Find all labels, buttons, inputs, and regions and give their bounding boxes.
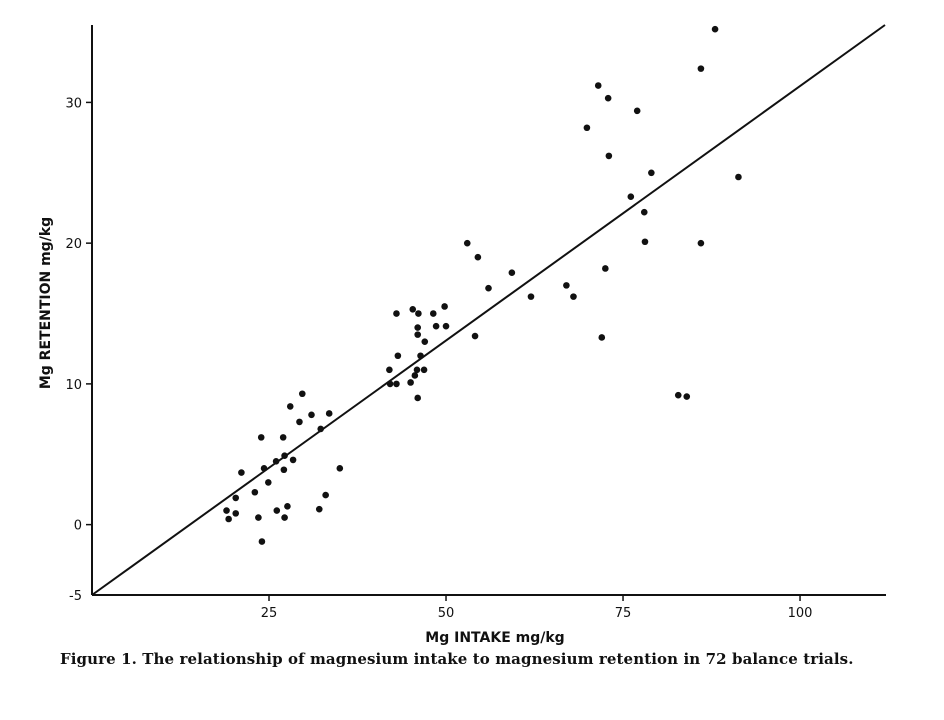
- data-point: [223, 507, 230, 514]
- y-tick-label: 20: [65, 237, 82, 252]
- data-point: [238, 469, 245, 476]
- y-tick-label: 10: [65, 378, 82, 393]
- data-point: [257, 434, 265, 441]
- data-point: [697, 239, 705, 247]
- y-tick-label: -5: [69, 589, 82, 604]
- data-point: [711, 25, 719, 33]
- data-point: [260, 465, 268, 472]
- data-point: [735, 173, 742, 181]
- data-point: [583, 124, 591, 132]
- data-point: [640, 208, 648, 216]
- data-point: [407, 379, 414, 386]
- data-point: [563, 282, 570, 289]
- data-point: [598, 334, 606, 341]
- data-point: [421, 338, 429, 345]
- axes: [91, 25, 886, 596]
- data-point: [281, 514, 288, 521]
- data-point: [474, 253, 482, 261]
- data-point: [641, 238, 649, 246]
- figure-caption: Figure 1. The relationship of magnesium …: [60, 650, 854, 668]
- data-point: [298, 390, 306, 398]
- data-point: [232, 510, 240, 517]
- data-point: [527, 293, 535, 300]
- data-point: [594, 82, 602, 89]
- data-point: [296, 418, 303, 426]
- data-point: [409, 305, 417, 313]
- data-point: [232, 494, 240, 502]
- data-point: [279, 434, 287, 441]
- data-point: [429, 310, 437, 317]
- data-point: [322, 491, 329, 499]
- data-point: [225, 515, 232, 523]
- data-point: [508, 269, 516, 277]
- x-axis-label: Mg INTAKE mg/kg: [425, 630, 564, 646]
- data-point: [604, 94, 612, 102]
- data-point: [411, 372, 419, 379]
- data-point: [273, 507, 281, 514]
- data-point: [272, 457, 280, 465]
- data-point: [315, 505, 323, 513]
- data-point: [280, 466, 288, 474]
- x-tick-label: 100: [788, 606, 813, 621]
- data-point: [393, 380, 400, 388]
- data-point: [415, 310, 422, 317]
- data-point: [413, 366, 421, 374]
- regression-line-path: [91, 24, 886, 596]
- data-point: [281, 452, 288, 459]
- data-point: [627, 193, 635, 201]
- data-point: [674, 391, 682, 399]
- data-point: [325, 410, 333, 417]
- data-point: [393, 310, 400, 317]
- y-tick-label: 30: [65, 96, 82, 111]
- data-point: [633, 107, 641, 115]
- data-point: [697, 65, 705, 72]
- x-tick-label: 75: [615, 606, 632, 621]
- data-points: [223, 25, 742, 545]
- data-point: [605, 152, 613, 160]
- data-point: [308, 411, 315, 419]
- regression-line: [91, 24, 886, 596]
- data-point: [284, 503, 291, 510]
- data-point: [289, 456, 297, 464]
- data-point: [683, 393, 691, 400]
- data-point: [414, 331, 421, 338]
- data-point: [441, 303, 448, 310]
- data-point: [286, 403, 294, 410]
- data-point: [258, 538, 266, 545]
- data-point: [317, 425, 324, 433]
- data-point: [602, 265, 609, 272]
- data-point: [265, 479, 272, 486]
- data-point: [414, 394, 421, 402]
- data-point: [394, 352, 402, 360]
- x-tick-label: 25: [261, 606, 278, 621]
- data-point: [648, 169, 655, 177]
- data-point: [386, 380, 394, 388]
- data-point: [420, 366, 428, 374]
- data-point: [414, 324, 421, 331]
- data-point: [255, 514, 262, 521]
- y-tick-label: 0: [74, 519, 82, 534]
- data-point: [251, 488, 259, 496]
- data-point: [417, 352, 424, 360]
- data-point: [485, 284, 492, 292]
- data-point: [336, 465, 344, 472]
- y-axis-label: Mg RETENTION mg/kg: [38, 217, 54, 389]
- x-tick-label: 50: [438, 606, 455, 621]
- ticks: 25 50 75 100 -5 0 10 20 30: [65, 96, 812, 621]
- data-point: [442, 322, 450, 330]
- data-point: [432, 322, 440, 330]
- data-point: [386, 366, 393, 374]
- data-point: [570, 293, 577, 300]
- data-point: [463, 239, 471, 247]
- data-point: [471, 332, 479, 340]
